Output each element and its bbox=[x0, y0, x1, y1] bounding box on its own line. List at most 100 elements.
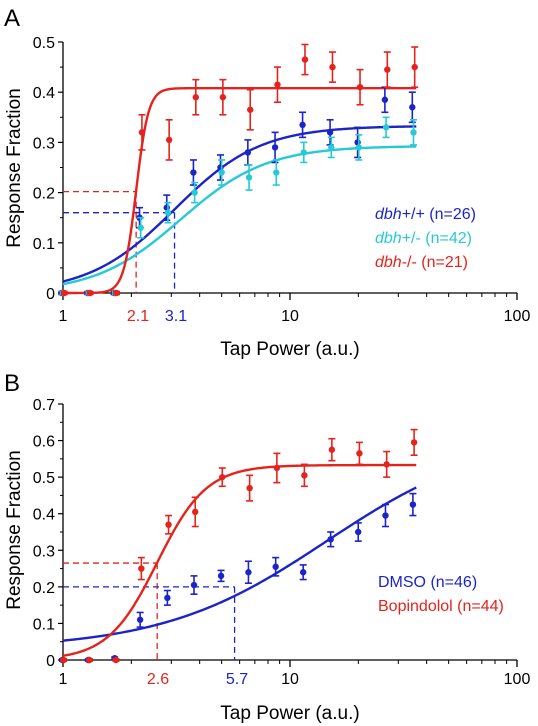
data-point-a-2 bbox=[301, 56, 309, 63]
data-point-b-1 bbox=[246, 484, 253, 492]
plot-area-b: 0 0.1 0.2 0.3 0.4 0.5 0.6 0.7 bbox=[33, 397, 518, 670]
y-tick-label-a: 0.3 bbox=[33, 135, 55, 152]
legend-a: dbh+/+ (n=26) dbh+/- (n=42) dbh-/- (n=21… bbox=[375, 206, 476, 271]
legend-item-b-dmso: DMSO (n=46) bbox=[378, 574, 477, 591]
y-tick-label-b: 0.1 bbox=[33, 616, 55, 633]
panel-label-a: A bbox=[4, 5, 20, 32]
data-point-b-0 bbox=[299, 569, 307, 576]
y-tick-label-b: 0 bbox=[46, 653, 55, 670]
data-point-b-1 bbox=[301, 472, 308, 479]
data-point-b-1 bbox=[165, 521, 172, 528]
y-tick-label-b: 0.3 bbox=[33, 543, 55, 560]
data-point-a-2 bbox=[384, 66, 391, 73]
x-tick-label-a-10: 10 bbox=[281, 308, 299, 325]
data-point-a-1 bbox=[191, 189, 198, 196]
data-point-b-1 bbox=[112, 656, 120, 664]
data-point-b-0 bbox=[327, 536, 334, 543]
data-point-a-0 bbox=[326, 129, 334, 136]
data-point-b-1 bbox=[356, 450, 363, 457]
fit-curve-b-0 bbox=[62, 486, 417, 642]
fit-curve-a-1 bbox=[62, 145, 417, 286]
legend-item-a-het-genotype: dbh bbox=[375, 230, 402, 247]
x-axis-label-a: Tap Power (a.u.) bbox=[220, 339, 359, 360]
data-point-a-2 bbox=[411, 63, 418, 71]
data-point-b-0 bbox=[136, 616, 144, 623]
threshold-label-b-red: 2.6 bbox=[147, 671, 169, 688]
data-point-b-1 bbox=[383, 461, 390, 468]
data-point-a-2 bbox=[247, 106, 254, 113]
data-point-b-1 bbox=[410, 439, 418, 446]
panel-label-b: B bbox=[4, 370, 20, 397]
panel-b: B 0 0.1 0.2 0.3 0.4 0.5 0.6 0.7 Tap Power (a.u.… bbox=[4, 370, 530, 724]
plot-area-a: 0 0.1 0.2 0.3 0.4 0.5 bbox=[33, 35, 518, 303]
threshold-label-a-blue: 3.1 bbox=[165, 308, 187, 325]
data-point-a-0 bbox=[409, 104, 416, 111]
data-point-b-0 bbox=[217, 572, 225, 580]
y-tick-label-b: 0.7 bbox=[33, 397, 55, 414]
y-tick-label-b: 0.6 bbox=[33, 434, 55, 451]
y-tick-label-b: 0.2 bbox=[33, 580, 55, 597]
data-point-b-0 bbox=[382, 512, 389, 519]
data-point-a-2 bbox=[86, 289, 94, 297]
threshold-label-a-red: 2.1 bbox=[127, 308, 149, 325]
legend-item-a-mut-text: -/- (n=21) bbox=[402, 254, 468, 271]
legend-item-b-bopindolol: Bopindolol (n=44) bbox=[378, 598, 504, 615]
y-axis-label-a: Response Fraction bbox=[4, 88, 25, 247]
data-point-a-2 bbox=[138, 129, 146, 136]
data-point-a-1 bbox=[137, 224, 144, 231]
data-point-a-1 bbox=[328, 144, 335, 151]
panel-a: A 0 0.1 0.2 0.3 0.4 0.5 Tap Power (a.u.) Resp… bbox=[4, 5, 530, 360]
data-point-b-0 bbox=[245, 569, 252, 576]
data-point-b-0 bbox=[164, 594, 171, 602]
legend-item-a-het-text: +/- (n=42) bbox=[402, 230, 472, 247]
data-point-a-1 bbox=[355, 144, 363, 151]
data-point-a-2 bbox=[165, 136, 173, 144]
legend-item-a-het: dbh+/- (n=42) bbox=[375, 230, 472, 247]
legend-item-b-bopindolol-text: Bopindolol (n=44) bbox=[378, 598, 504, 615]
threshold-label-b-blue: 5.7 bbox=[226, 671, 248, 688]
data-point-b-1 bbox=[328, 446, 336, 453]
data-point-a-0 bbox=[190, 169, 197, 176]
data-point-b-1 bbox=[192, 508, 199, 516]
data-point-a-2 bbox=[356, 83, 364, 91]
data-point-b-1 bbox=[138, 565, 145, 572]
legend-b: DMSO (n=46) Bopindolol (n=44) bbox=[378, 574, 504, 615]
x-tick-label-a-100: 100 bbox=[504, 308, 531, 325]
y-axis-label-b: Response Fraction bbox=[4, 450, 25, 609]
data-point-b-0 bbox=[409, 501, 417, 508]
fit-curve-a-0 bbox=[62, 125, 417, 283]
x-tick-label-b-1: 1 bbox=[59, 671, 68, 688]
legend-item-b-dmso-text: DMSO (n=46) bbox=[378, 574, 477, 591]
legend-item-a-mut-genotype: dbh bbox=[375, 254, 402, 271]
x-tick-label-a-1: 1 bbox=[59, 308, 68, 325]
y-tick-label-a: 0.2 bbox=[33, 186, 55, 203]
y-tick-label-b: 0.5 bbox=[33, 470, 55, 487]
fit-curve-a-2 bbox=[63, 86, 417, 295]
data-point-a-0 bbox=[271, 144, 279, 151]
data-point-a-1 bbox=[273, 169, 280, 176]
data-point-a-1 bbox=[164, 209, 172, 216]
data-point-a-1 bbox=[382, 124, 390, 131]
data-point-a-2 bbox=[113, 289, 120, 297]
data-point-b-0 bbox=[190, 581, 198, 589]
x-tick-label-b-10: 10 bbox=[281, 671, 299, 688]
data-point-a-2 bbox=[274, 81, 281, 88]
data-point-b-1 bbox=[60, 656, 67, 664]
legend-item-a-wt-genotype: dbh bbox=[375, 206, 402, 223]
data-point-a-2 bbox=[192, 94, 200, 101]
data-point-a-1 bbox=[218, 169, 225, 176]
y-tick-label-b: 0.4 bbox=[33, 507, 55, 524]
data-point-a-0 bbox=[244, 149, 252, 156]
data-point-a-2 bbox=[219, 94, 227, 101]
fit-curve-b-1 bbox=[62, 463, 417, 658]
y-tick-label-a: 0 bbox=[46, 286, 55, 303]
data-point-a-2 bbox=[60, 289, 68, 297]
y-tick-label-a: 0.1 bbox=[33, 236, 55, 253]
legend-item-a-mut: dbh-/- (n=21) bbox=[375, 254, 468, 271]
data-point-a-1 bbox=[300, 149, 307, 156]
y-tick-label-a: 0.5 bbox=[33, 35, 55, 52]
x-axis-label-b: Tap Power (a.u.) bbox=[220, 703, 359, 724]
data-point-b-1 bbox=[219, 473, 226, 481]
data-point-a-0 bbox=[299, 121, 306, 129]
